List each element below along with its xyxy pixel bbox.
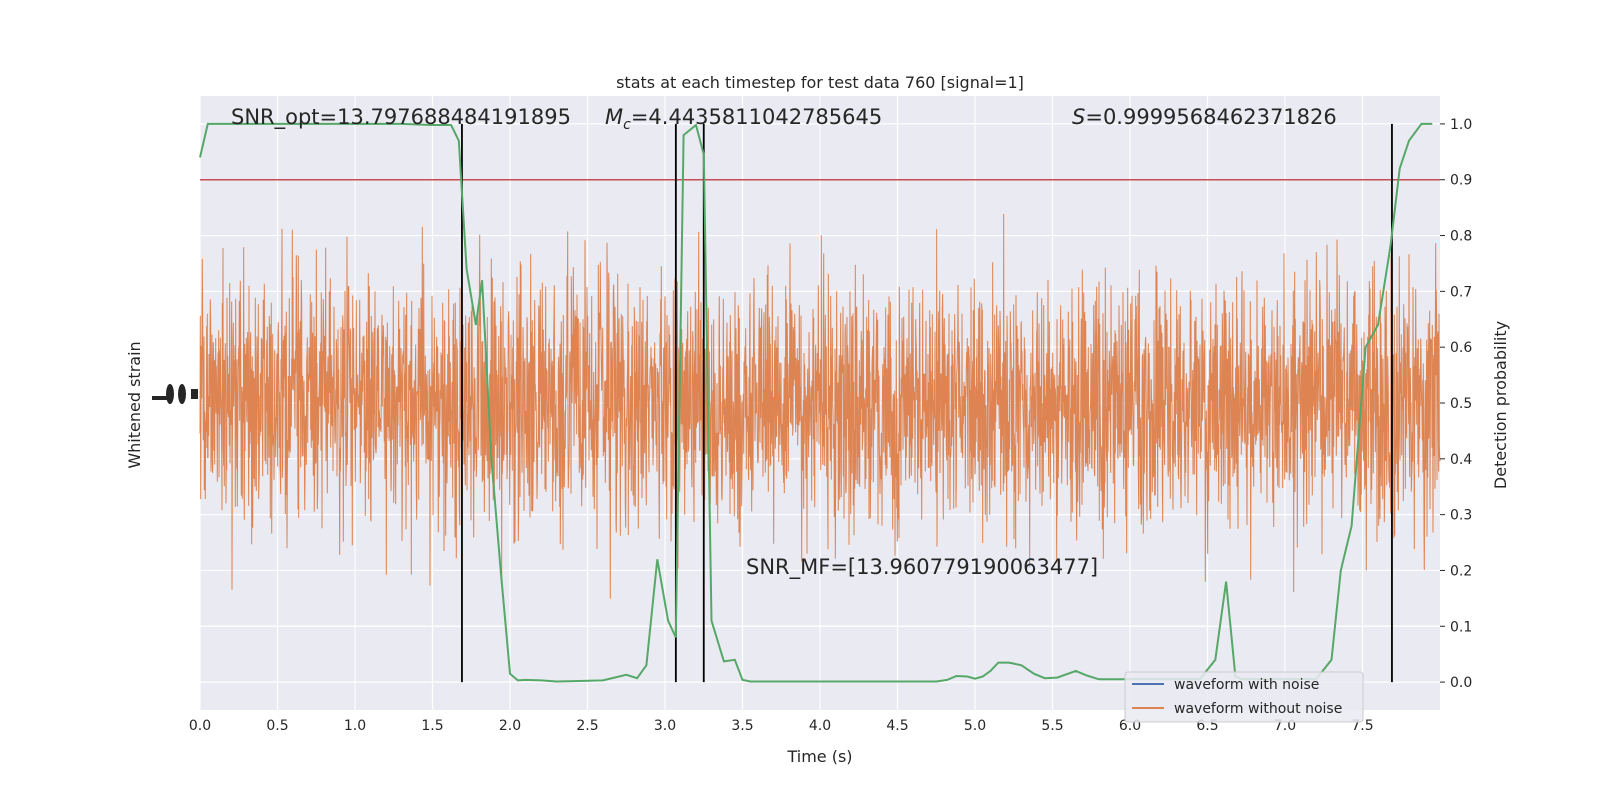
x-tick-label: 5.5 [1041, 718, 1063, 734]
x-tick-label: 0.5 [266, 718, 288, 734]
x-tick-label: 3.5 [731, 718, 753, 734]
y-right-tick-label: 0.0 [1450, 675, 1472, 691]
y-right-tick-label: 0.5 [1450, 396, 1472, 412]
annotation-mc-symbol: M [605, 105, 623, 129]
legend: waveform with noise waveform without noi… [1124, 671, 1364, 723]
legend-label-with-noise: waveform with noise [1174, 677, 1319, 693]
y-right-tick-label: 0.6 [1450, 340, 1472, 356]
x-tick-label: 2.0 [499, 718, 521, 734]
x-tick-label: 5.0 [964, 718, 986, 734]
strain-waveform-without-noise [199, 213, 1441, 599]
annotation-mc-value: =4.4435811042785645 [631, 105, 882, 129]
legend-box [1124, 671, 1364, 723]
strain-series [199, 213, 1441, 599]
x-tick-label: 3.0 [654, 718, 676, 734]
y-right-tick-label: 0.2 [1450, 563, 1472, 579]
annotation-snr-opt: SNR_opt=13.797688484191895 [231, 105, 571, 130]
x-tick-label: 4.5 [886, 718, 908, 734]
annotation-mc: Mc=4.4435811042785645 [605, 105, 882, 133]
x-tick-label: 2.5 [576, 718, 598, 734]
legend-label-without-noise: waveform without noise [1174, 701, 1342, 717]
detection-probability-line [199, 122, 1433, 683]
left-axis-tick-cluster [152, 384, 198, 404]
y-right-axis-ticks: 0.0 0.1 0.2 0.3 0.4 0.5 0.6 0.7 0.8 0.9 1.0 [1440, 117, 1472, 691]
annotation-s: S=0.9999568462371826 [1072, 105, 1337, 129]
y-right-tick-label: 0.7 [1450, 284, 1472, 300]
annotation-snr-mf: SNR_MF=[13.960779190063477] [746, 555, 1098, 580]
y-right-tick-label: 0.9 [1450, 173, 1472, 189]
annotation-s-value: =0.9999568462371826 [1085, 105, 1336, 129]
annotation-s-symbol: S [1072, 105, 1085, 129]
y-right-tick-label: 1.0 [1450, 117, 1472, 133]
chart-title: stats at each timestep for test data 760… [616, 73, 1024, 92]
x-tick-label: 4.0 [809, 718, 831, 734]
y-right-tick-label: 0.8 [1450, 229, 1472, 245]
x-tick-label: 1.0 [344, 718, 366, 734]
y-right-axis-label: Detection probability [1491, 321, 1510, 489]
x-tick-label: 1.5 [421, 718, 443, 734]
y-right-tick-label: 0.1 [1450, 619, 1472, 635]
y-right-tick-label: 0.3 [1450, 508, 1472, 524]
y-right-tick-label: 0.4 [1450, 452, 1472, 468]
x-axis-label: Time (s) [786, 747, 852, 766]
y-left-axis-label: Whitened strain [125, 341, 144, 468]
annotation-mc-sub: c [623, 117, 631, 133]
x-tick-label: 0.0 [189, 718, 211, 734]
